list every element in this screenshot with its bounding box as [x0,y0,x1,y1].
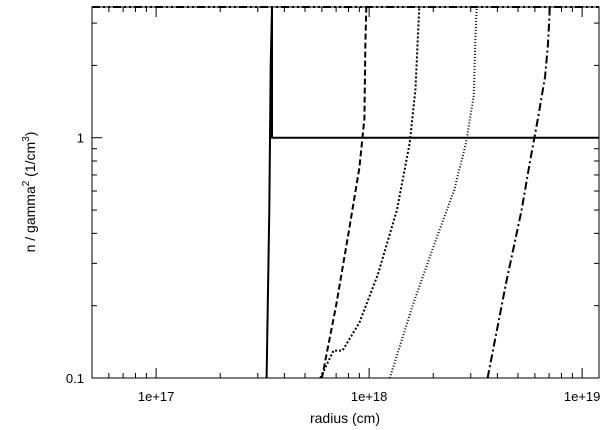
x-tick-label: 1e+17 [138,389,175,404]
y-axis-label-unit: (1/cm [22,142,38,181]
series-line-5 [388,6,478,379]
y-axis-label-main: n / gamma [22,186,38,252]
y-axis-label-unit-exp: 3 [21,136,32,142]
series-line-3 [320,6,368,379]
y-tick-label: 1 [77,131,84,146]
x-tick-label: 1e+19 [564,389,601,404]
ticks-layer: 1e+17 1e+18 1e+19 0.1 1 [66,7,600,404]
plot-frame [91,6,600,379]
y-tick-label: 0.1 [66,371,84,386]
series-line-6 [486,6,551,379]
y-axis-label-exp: 2 [21,180,32,186]
x-tick-label: 1e+18 [351,389,388,404]
x-axis-label: radius (cm) [310,410,380,426]
y-axis-label-unit-close: ) [22,132,38,137]
series-layer [92,6,599,379]
y-axis-label: n / gamma2 (1/cm3) [21,132,38,253]
series-line-4 [319,6,421,379]
series-line-2 [265,6,599,379]
